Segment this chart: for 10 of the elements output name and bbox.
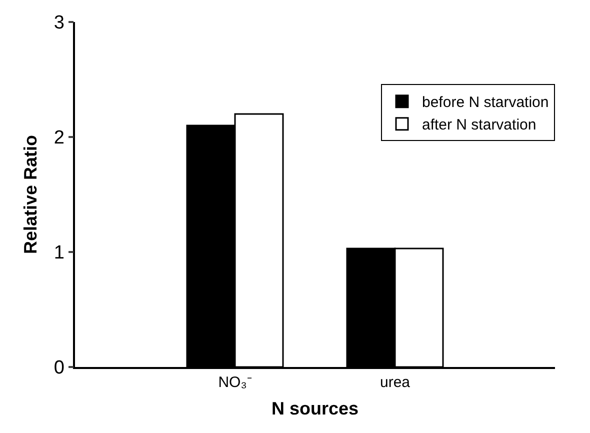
x-tick-label: NO₃⁻ bbox=[218, 374, 252, 391]
y-tick-label: 2 bbox=[54, 128, 64, 149]
x-tick-label: urea bbox=[380, 374, 411, 391]
y-tick-label: 1 bbox=[54, 242, 64, 264]
y-tick-label: 3 bbox=[54, 12, 64, 34]
legend-label: after N starvation bbox=[422, 116, 536, 134]
y-axis-title: Relative Ratio bbox=[20, 134, 41, 254]
legend-label: before N starvation bbox=[422, 94, 549, 112]
y-tick-label: 0 bbox=[54, 358, 64, 379]
x-axis-title: N sources bbox=[271, 398, 359, 418]
